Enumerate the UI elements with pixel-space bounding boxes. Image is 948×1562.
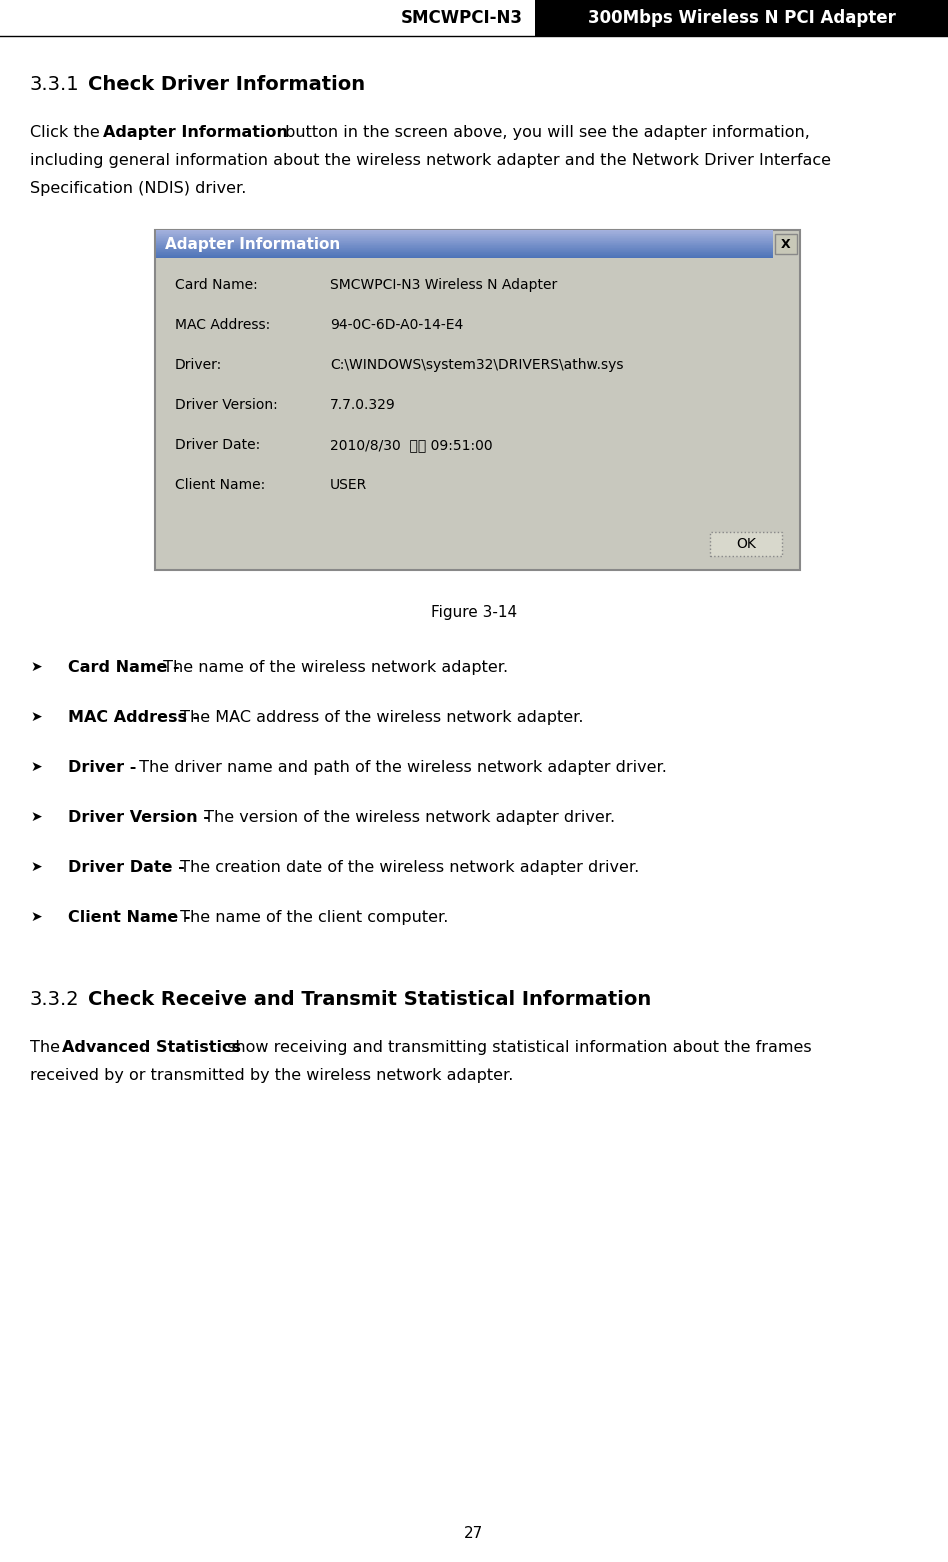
Text: The name of the wireless network adapter.: The name of the wireless network adapter… (158, 661, 508, 675)
Text: Driver -: Driver - (68, 761, 137, 775)
Text: ➤: ➤ (30, 661, 42, 673)
Text: 27: 27 (465, 1526, 483, 1542)
Text: The name of the client computer.: The name of the client computer. (174, 911, 448, 925)
Text: MAC Address:: MAC Address: (175, 319, 270, 333)
Text: Driver:: Driver: (175, 358, 222, 372)
Text: ➤: ➤ (30, 761, 42, 775)
Text: SMCWPCI-N3 Wireless N Adapter: SMCWPCI-N3 Wireless N Adapter (330, 278, 557, 292)
Text: Figure 3-14: Figure 3-14 (431, 604, 517, 620)
Text: X: X (781, 237, 791, 250)
Text: Click the: Click the (30, 125, 105, 141)
Text: ➤: ➤ (30, 911, 42, 925)
Text: Driver Date:: Driver Date: (175, 437, 261, 451)
Text: Driver Version -: Driver Version - (68, 811, 210, 825)
Text: button in the screen above, you will see the adapter information,: button in the screen above, you will see… (280, 125, 810, 141)
Text: ➤: ➤ (30, 861, 42, 875)
Text: USER: USER (330, 478, 367, 492)
Text: Check Receive and Transmit Statistical Information: Check Receive and Transmit Statistical I… (88, 990, 651, 1009)
Text: Adapter Information: Adapter Information (103, 125, 288, 141)
Text: The creation date of the wireless network adapter driver.: The creation date of the wireless networ… (174, 861, 639, 875)
Text: OK: OK (736, 537, 756, 551)
Text: Adapter Information: Adapter Information (165, 236, 340, 251)
Text: Driver Version:: Driver Version: (175, 398, 278, 412)
Text: The: The (30, 1040, 65, 1054)
Text: 3.3.1: 3.3.1 (30, 75, 80, 94)
Text: The version of the wireless network adapter driver.: The version of the wireless network adap… (199, 811, 615, 825)
Text: 94-0C-6D-A0-14-E4: 94-0C-6D-A0-14-E4 (330, 319, 464, 333)
Text: Client Name:: Client Name: (175, 478, 265, 492)
Text: Card Name:: Card Name: (175, 278, 258, 292)
Text: Client Name -: Client Name - (68, 911, 191, 925)
Text: Card Name -: Card Name - (68, 661, 179, 675)
Bar (155, 230, 800, 570)
Text: including general information about the wireless network adapter and the Network: including general information about the … (30, 153, 831, 169)
Text: 300Mbps Wireless N PCI Adapter: 300Mbps Wireless N PCI Adapter (588, 9, 896, 27)
Bar (535, 0, 948, 36)
Text: 7.7.0.329: 7.7.0.329 (330, 398, 395, 412)
Text: C:\WINDOWS\system32\DRIVERS\athw.sys: C:\WINDOWS\system32\DRIVERS\athw.sys (330, 358, 624, 372)
Text: Advanced Statistics: Advanced Statistics (62, 1040, 241, 1054)
Text: ➤: ➤ (30, 811, 42, 825)
Text: ➤: ➤ (30, 711, 42, 725)
Bar (710, 533, 782, 556)
Text: SMCWPCI-N3: SMCWPCI-N3 (401, 9, 523, 27)
Text: The MAC address of the wireless network adapter.: The MAC address of the wireless network … (174, 711, 583, 725)
Text: Driver Date -: Driver Date - (68, 861, 185, 875)
Text: Specification (NDIS) driver.: Specification (NDIS) driver. (30, 181, 246, 195)
Text: show receiving and transmitting statistical information about the frames: show receiving and transmitting statisti… (222, 1040, 811, 1054)
Text: The driver name and path of the wireless network adapter driver.: The driver name and path of the wireless… (134, 761, 666, 775)
Text: received by or transmitted by the wireless network adapter.: received by or transmitted by the wirele… (30, 1068, 514, 1082)
Text: MAC Address -: MAC Address - (68, 711, 199, 725)
Text: Check Driver Information: Check Driver Information (88, 75, 365, 94)
Text: 3.3.2: 3.3.2 (30, 990, 80, 1009)
Text: 2010/8/30  上午 09:51:00: 2010/8/30 上午 09:51:00 (330, 437, 493, 451)
Bar (775, 234, 797, 255)
